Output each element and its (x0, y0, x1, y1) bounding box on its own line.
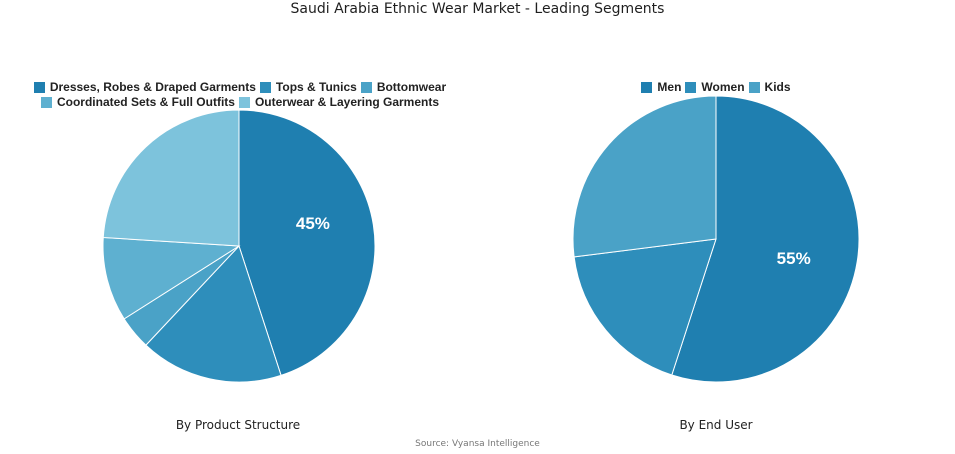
pie-slice-tops-and-tunics (145, 245, 282, 383)
legend-item-men: Men (641, 80, 681, 94)
legend-item-bottomwear: Bottomwear (360, 80, 447, 94)
legend-swatch (748, 81, 760, 93)
pie-slice-coordinated-sets-and-full-outfits (102, 236, 241, 320)
end-user-legend: Men Women Kids (596, 80, 836, 95)
pie-slice-kids (572, 95, 717, 258)
legend-row: Men Women Kids (596, 80, 836, 94)
legend-label: Coordinated Sets & Full Outfits (56, 95, 235, 109)
slice-label-men: 55% (777, 249, 811, 268)
legend-item-dresses-robes-and-draped-garments: Dresses, Robes & Draped Garments (33, 80, 256, 94)
product-structure-legend: Dresses, Robes & Draped Garments Tops & T… (30, 80, 450, 110)
legend-item-kids: Kids (748, 80, 791, 94)
pie-slice-men (671, 95, 860, 383)
legend-label: Kids (764, 80, 791, 94)
pie-slice-outerwear-and-layering-garments (102, 109, 240, 247)
legend-item-coordinated-sets-and-full-outfits: Coordinated Sets & Full Outfits (40, 95, 235, 109)
legend-item-tops-and-tunics: Tops & Tunics (259, 80, 357, 94)
product-structure-caption: By Product Structure (175, 418, 301, 432)
legend-label: Outerwear & Layering Garments (254, 95, 440, 109)
slice-label-dresses-robes-and-draped-garments: 45% (296, 214, 330, 233)
legend-label: Women (701, 80, 745, 94)
legend-row: Dresses, Robes & Draped Garments Tops & T… (30, 80, 450, 94)
chart-title: Saudi Arabia Ethnic Wear Market - Leadin… (290, 1, 665, 17)
legend-row: Coordinated Sets & Full Outfits Outerwear… (30, 95, 450, 109)
legend-swatch (33, 81, 45, 93)
legend-swatch (360, 81, 372, 93)
end-user-caption: By End User (679, 418, 753, 432)
legend-swatch (238, 96, 250, 108)
legend-swatch (259, 81, 271, 93)
source-note: Source: Vyansa Intelligence (415, 439, 540, 449)
legend-swatch (40, 96, 52, 108)
pie-slice-women (573, 238, 717, 376)
legend-label: Dresses, Robes & Draped Garments (49, 80, 256, 94)
legend-label: Men (657, 80, 682, 94)
legend-label: Bottomwear (376, 80, 447, 94)
legend-item-women: Women (685, 80, 745, 94)
legend-swatch (685, 81, 697, 93)
legend-swatch (641, 81, 653, 93)
legend-label: Tops & Tunics (275, 80, 357, 94)
legend-item-outerwear-and-layering-garments: Outerwear & Layering Garments (238, 95, 440, 109)
pie-slice-dresses-robes-and-draped-garments (238, 109, 376, 376)
